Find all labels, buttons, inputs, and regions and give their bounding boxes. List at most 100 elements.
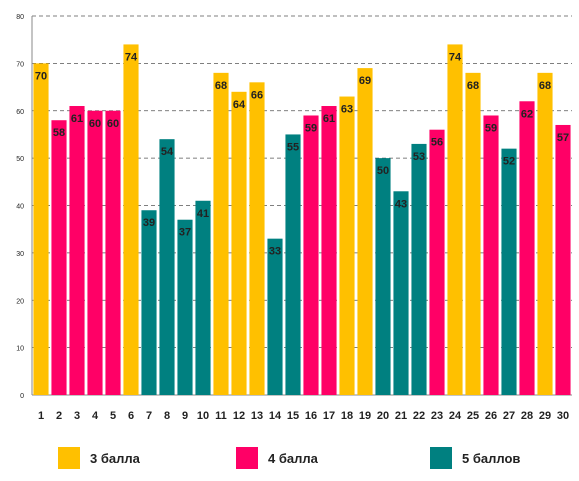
bar <box>411 143 427 395</box>
y-tick-label: 30 <box>16 251 24 258</box>
bar-value-label: 55 <box>287 141 299 153</box>
y-tick-label: 40 <box>16 204 24 211</box>
bar <box>267 238 283 395</box>
y-tick-label: 10 <box>16 346 24 353</box>
bar <box>537 72 553 395</box>
bar-value-label: 68 <box>539 80 551 92</box>
y-tick-label: 0 <box>20 393 24 400</box>
bar-value-label: 60 <box>89 118 101 130</box>
legend-item-5: 5 баллов <box>430 443 520 473</box>
bar <box>501 148 517 395</box>
x-tick-label: 29 <box>539 410 551 422</box>
x-tick-label: 26 <box>485 410 497 422</box>
x-tick-label: 27 <box>503 410 515 422</box>
x-tick-label: 14 <box>269 410 282 422</box>
bar-value-label: 70 <box>35 70 47 82</box>
bar-value-label: 68 <box>215 80 227 92</box>
bar-value-label: 33 <box>269 246 281 258</box>
x-tick-label: 15 <box>287 410 299 422</box>
legend-item-3: 3 балла <box>58 443 140 473</box>
bar-value-label: 62 <box>521 108 533 120</box>
x-tick-label: 12 <box>233 410 245 422</box>
x-tick-label: 22 <box>413 410 425 422</box>
x-tick-label: 8 <box>164 410 170 422</box>
x-tick-label: 13 <box>251 410 263 422</box>
bar-value-label: 63 <box>341 104 353 116</box>
x-tick-label: 18 <box>341 410 353 422</box>
legend-swatch-3 <box>58 447 80 469</box>
y-tick-label: 50 <box>16 156 24 163</box>
bar-value-label: 59 <box>305 122 317 134</box>
legend-item-4: 4 балла <box>236 443 318 473</box>
legend-label-3: 3 балла <box>90 450 140 466</box>
y-tick-label: 60 <box>16 109 24 116</box>
bar <box>213 72 229 395</box>
bar-chart: 0102030405060708070158261360460574639754… <box>16 14 572 422</box>
bar <box>141 210 157 395</box>
legend-label-5: 5 баллов <box>462 450 521 466</box>
bar <box>357 68 373 396</box>
bar-value-label: 61 <box>71 113 83 125</box>
bar <box>555 124 571 396</box>
bar <box>159 139 175 395</box>
bar-value-label: 39 <box>143 217 155 229</box>
bar-value-label: 74 <box>125 51 138 63</box>
x-tick-label: 21 <box>395 410 407 422</box>
x-tick-label: 28 <box>521 410 533 422</box>
bar <box>321 106 337 395</box>
x-tick-label: 16 <box>305 410 317 422</box>
bar <box>195 200 211 395</box>
x-tick-label: 17 <box>323 410 335 422</box>
bar-value-label: 37 <box>179 227 191 239</box>
x-tick-label: 30 <box>557 410 569 422</box>
legend-swatch-4 <box>236 447 258 469</box>
bar <box>33 63 49 395</box>
x-tick-label: 7 <box>146 410 152 422</box>
bar-value-label: 66 <box>251 89 263 101</box>
x-tick-label: 24 <box>449 410 462 422</box>
bar-value-label: 52 <box>503 156 515 168</box>
bar-value-label: 61 <box>323 113 335 125</box>
bar <box>87 110 103 395</box>
bar <box>303 115 319 396</box>
bar-value-label: 43 <box>395 198 407 210</box>
bar-value-label: 50 <box>377 165 389 177</box>
bar <box>465 72 481 395</box>
bar <box>393 191 409 395</box>
bar-value-label: 68 <box>467 80 479 92</box>
bar <box>285 134 301 395</box>
x-tick-label: 3 <box>74 410 80 422</box>
legend-label-4: 4 балла <box>268 450 318 466</box>
x-tick-label: 4 <box>92 410 99 422</box>
x-tick-label: 2 <box>56 410 62 422</box>
x-tick-label: 5 <box>110 410 116 422</box>
bar <box>483 115 499 396</box>
bar <box>69 106 85 395</box>
y-tick-label: 20 <box>16 298 24 305</box>
y-tick-label: 80 <box>16 14 24 21</box>
bar-value-label: 53 <box>413 151 425 163</box>
bar-value-label: 56 <box>431 137 443 149</box>
bar-value-label: 41 <box>197 208 209 220</box>
bar <box>123 44 139 396</box>
x-tick-label: 9 <box>182 410 188 422</box>
bar-value-label: 59 <box>485 122 497 134</box>
x-tick-label: 6 <box>128 410 134 422</box>
x-tick-label: 20 <box>377 410 389 422</box>
bar-value-label: 69 <box>359 75 371 87</box>
x-tick-label: 10 <box>197 410 209 422</box>
bar <box>447 44 463 396</box>
x-tick-label: 1 <box>38 410 44 422</box>
x-tick-label: 11 <box>215 410 227 422</box>
x-tick-label: 23 <box>431 410 443 422</box>
x-tick-label: 19 <box>359 410 371 422</box>
legend-swatch-5 <box>430 447 452 469</box>
bar-value-label: 60 <box>107 118 119 130</box>
bar <box>249 82 265 395</box>
bar <box>105 110 121 395</box>
bar-value-label: 58 <box>53 127 65 139</box>
bar <box>519 101 535 396</box>
bar <box>339 96 355 395</box>
x-tick-label: 25 <box>467 410 479 422</box>
bar-value-label: 64 <box>233 99 246 111</box>
